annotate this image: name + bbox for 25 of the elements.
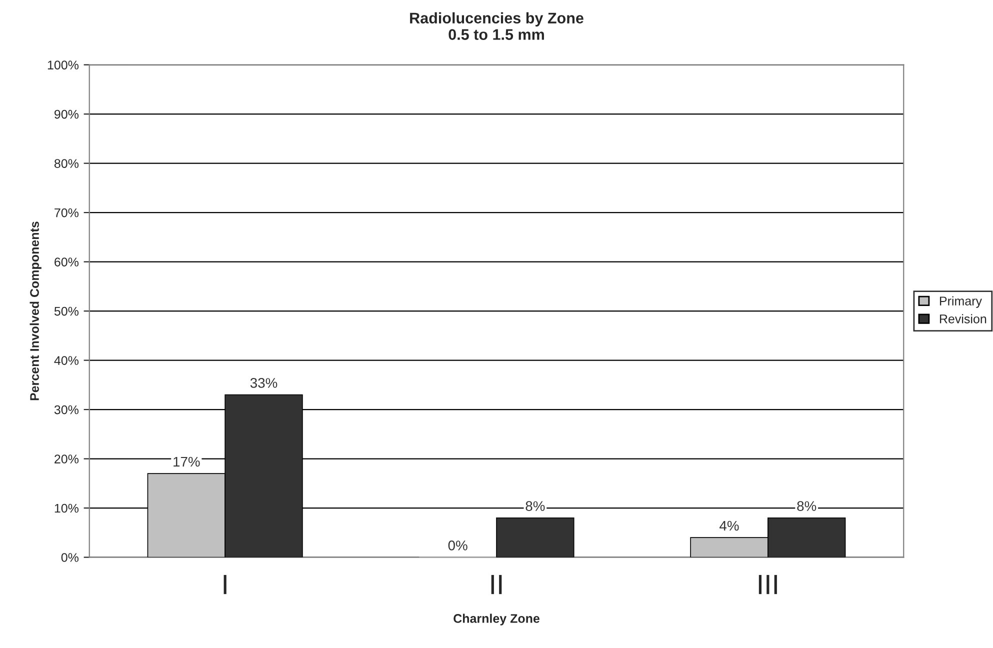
data-label: 0% bbox=[448, 540, 468, 550]
y-axis-title: Percent Involved Components bbox=[30, 222, 42, 400]
y-tick-label: 90% bbox=[54, 110, 79, 119]
x-tick-label: II bbox=[491, 574, 502, 594]
y-tick-label: 100% bbox=[48, 60, 79, 70]
y-tick-label: 50% bbox=[54, 306, 79, 316]
legend-label: Revision bbox=[940, 314, 986, 324]
legend-label: Primary bbox=[940, 296, 982, 308]
data-label: 17% bbox=[174, 456, 200, 467]
y-tick-label: 40% bbox=[54, 356, 79, 365]
y-tick-label: 60% bbox=[54, 258, 79, 266]
x-axis-title: Charnley Zone bbox=[454, 614, 540, 626]
y-tick-label: 70% bbox=[54, 208, 79, 218]
y-tick-label: 30% bbox=[54, 405, 79, 414]
y-tick-label: 20% bbox=[54, 454, 79, 464]
y-tick-label: 0% bbox=[61, 553, 79, 562]
y-tick-label: 10% bbox=[54, 504, 79, 513]
x-tick-label: III bbox=[758, 574, 777, 594]
data-label: 4% bbox=[720, 520, 739, 531]
y-tick-label: 80% bbox=[54, 159, 79, 168]
chart-title: Radiolucencies by Zone 0.5 to 1.5 mm bbox=[410, 12, 584, 40]
data-label: 8% bbox=[526, 501, 545, 511]
x-tick-label: I bbox=[224, 574, 226, 594]
data-label: 33% bbox=[250, 378, 278, 388]
data-label: 8% bbox=[797, 501, 816, 511]
